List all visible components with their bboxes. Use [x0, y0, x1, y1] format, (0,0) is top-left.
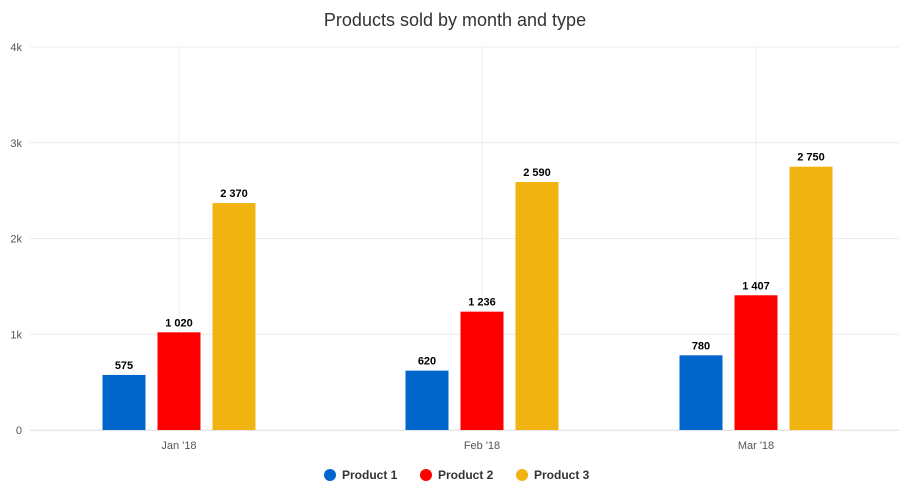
bar-value-label: 2 590	[523, 167, 551, 179]
x-tick-label: Jan '18	[161, 440, 196, 452]
legend: Product 1 Product 2 Product 3	[324, 468, 590, 482]
bar	[212, 203, 256, 430]
bar-value-label: 575	[115, 360, 133, 372]
y-axis: 0 1k 2k 3k 4k	[10, 42, 22, 437]
bar	[789, 166, 833, 430]
legend-item[interactable]: Product 3	[516, 468, 590, 482]
legend-marker	[516, 469, 528, 481]
bar	[157, 332, 201, 430]
x-tick-label: Mar '18	[738, 440, 774, 452]
bar-value-label: 1 407	[742, 280, 770, 292]
y-tick-label: 4k	[10, 42, 22, 54]
x-axis: Jan '18 Feb '18 Mar '18	[30, 430, 899, 452]
legend-item[interactable]: Product 2	[420, 468, 494, 482]
bar-value-label: 2 750	[797, 152, 825, 164]
legend-item[interactable]: Product 1	[324, 468, 398, 482]
y-tick-label: 2k	[10, 234, 22, 246]
y-tick-label: 0	[16, 425, 22, 437]
y-tick-label: 1k	[10, 329, 22, 341]
bar-value-label: 780	[692, 340, 710, 352]
bar-value-label: 620	[418, 356, 436, 368]
bar-value-label: 2 370	[220, 188, 248, 200]
bar	[515, 182, 559, 430]
bar	[734, 295, 778, 430]
bar	[679, 355, 723, 430]
y-tick-label: 3k	[10, 138, 22, 150]
bar	[460, 311, 504, 430]
x-tick-label: Feb '18	[464, 440, 500, 452]
legend-marker	[420, 469, 432, 481]
bar-value-label: 1 020	[165, 317, 193, 329]
legend-marker	[324, 469, 336, 481]
bars: 575 1 020 2 370 620 1 236 2 590 780 1 407 2 750	[102, 152, 833, 430]
bar-value-label: 1 236	[468, 297, 496, 309]
bar	[102, 374, 146, 430]
chart-title: Products sold by month and type	[324, 10, 586, 30]
legend-label: Product 1	[342, 468, 398, 482]
legend-label: Product 2	[438, 468, 494, 482]
bar	[405, 370, 449, 430]
legend-label: Product 3	[534, 468, 590, 482]
